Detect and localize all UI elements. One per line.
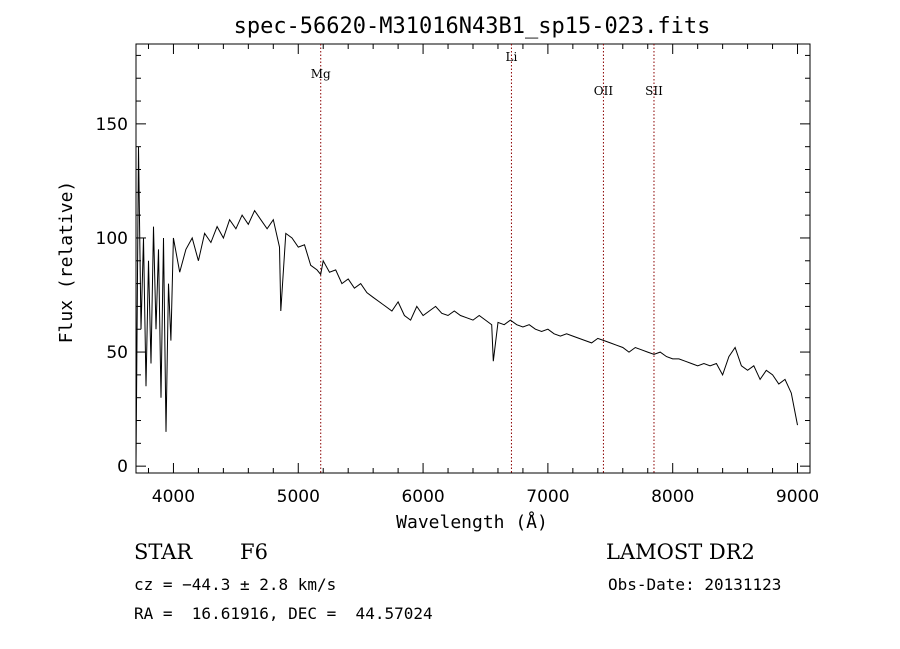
spectrum-series	[135, 146, 798, 467]
spectral-line-markers: Mg Li OII SII	[311, 44, 663, 473]
spectral-line-label: SII	[645, 84, 663, 98]
y-tick-label: 100	[96, 229, 128, 249]
x-tick-label: 7000	[526, 487, 569, 507]
object-subclass: F6	[240, 540, 268, 564]
y-axis-label: Flux (relative)	[56, 181, 77, 344]
y-tick-label: 0	[117, 457, 128, 477]
x-tick-label: 4000	[152, 487, 195, 507]
x-axis-ticks: 4000 5000 6000 7000 8000 9000	[147, 44, 819, 507]
y-axis-ticks: 0 50 100 150	[96, 54, 810, 477]
x-tick-label: 9000	[776, 487, 819, 507]
survey-label: LAMOST DR2	[606, 540, 755, 564]
x-tick-label: 6000	[401, 487, 444, 507]
y-tick-label: 50	[106, 343, 128, 363]
y-tick-label: 150	[96, 115, 128, 135]
spectral-line-label: Li	[506, 50, 518, 64]
x-tick-label: 5000	[277, 487, 320, 507]
plot-frame	[135, 43, 811, 474]
spectral-line-label: OII	[594, 84, 614, 98]
x-axis-label: Wavelength (Å)	[396, 511, 548, 533]
redshift-readout: cz = −44.3 ± 2.8 km/s	[134, 575, 337, 594]
spectral-line-label: Mg	[311, 67, 331, 81]
x-tick-label: 8000	[651, 487, 694, 507]
object-class: STAR	[134, 540, 193, 564]
chart-title: spec-56620-M31016N43B1_sp15-023.fits	[234, 14, 711, 39]
observation-date: Obs-Date: 20131123	[608, 575, 782, 594]
coordinates-readout: RA = 16.61916, DEC = 44.57024	[134, 604, 433, 623]
